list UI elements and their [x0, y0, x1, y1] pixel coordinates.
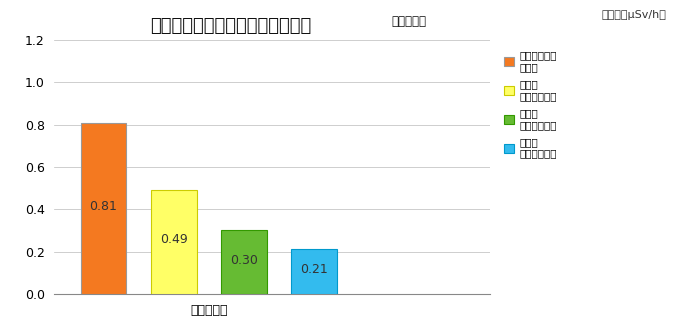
Text: （単位：μSv/h）: （単位：μSv/h）: [602, 10, 666, 20]
Text: 0.49: 0.49: [160, 233, 188, 246]
Bar: [221, 230, 267, 294]
Bar: [291, 249, 337, 294]
Text: （黄区域）: （黄区域）: [391, 15, 426, 28]
Text: 平均空間線量率モニタリング結果: 平均空間線量率モニタリング結果: [150, 17, 312, 35]
Text: 0.21: 0.21: [301, 263, 328, 276]
Text: 0.81: 0.81: [90, 200, 118, 213]
Bar: [81, 123, 126, 294]
Legend: 原発事故直後
推定値, 除染前
モニタリング, 除染後
モニタリング, 事　後
モニタリング: 原発事故直後 推定値, 除染前 モニタリング, 除染後 モニタリング, 事 後 …: [503, 50, 557, 159]
Text: 0.30: 0.30: [230, 254, 258, 267]
Bar: [151, 190, 197, 294]
